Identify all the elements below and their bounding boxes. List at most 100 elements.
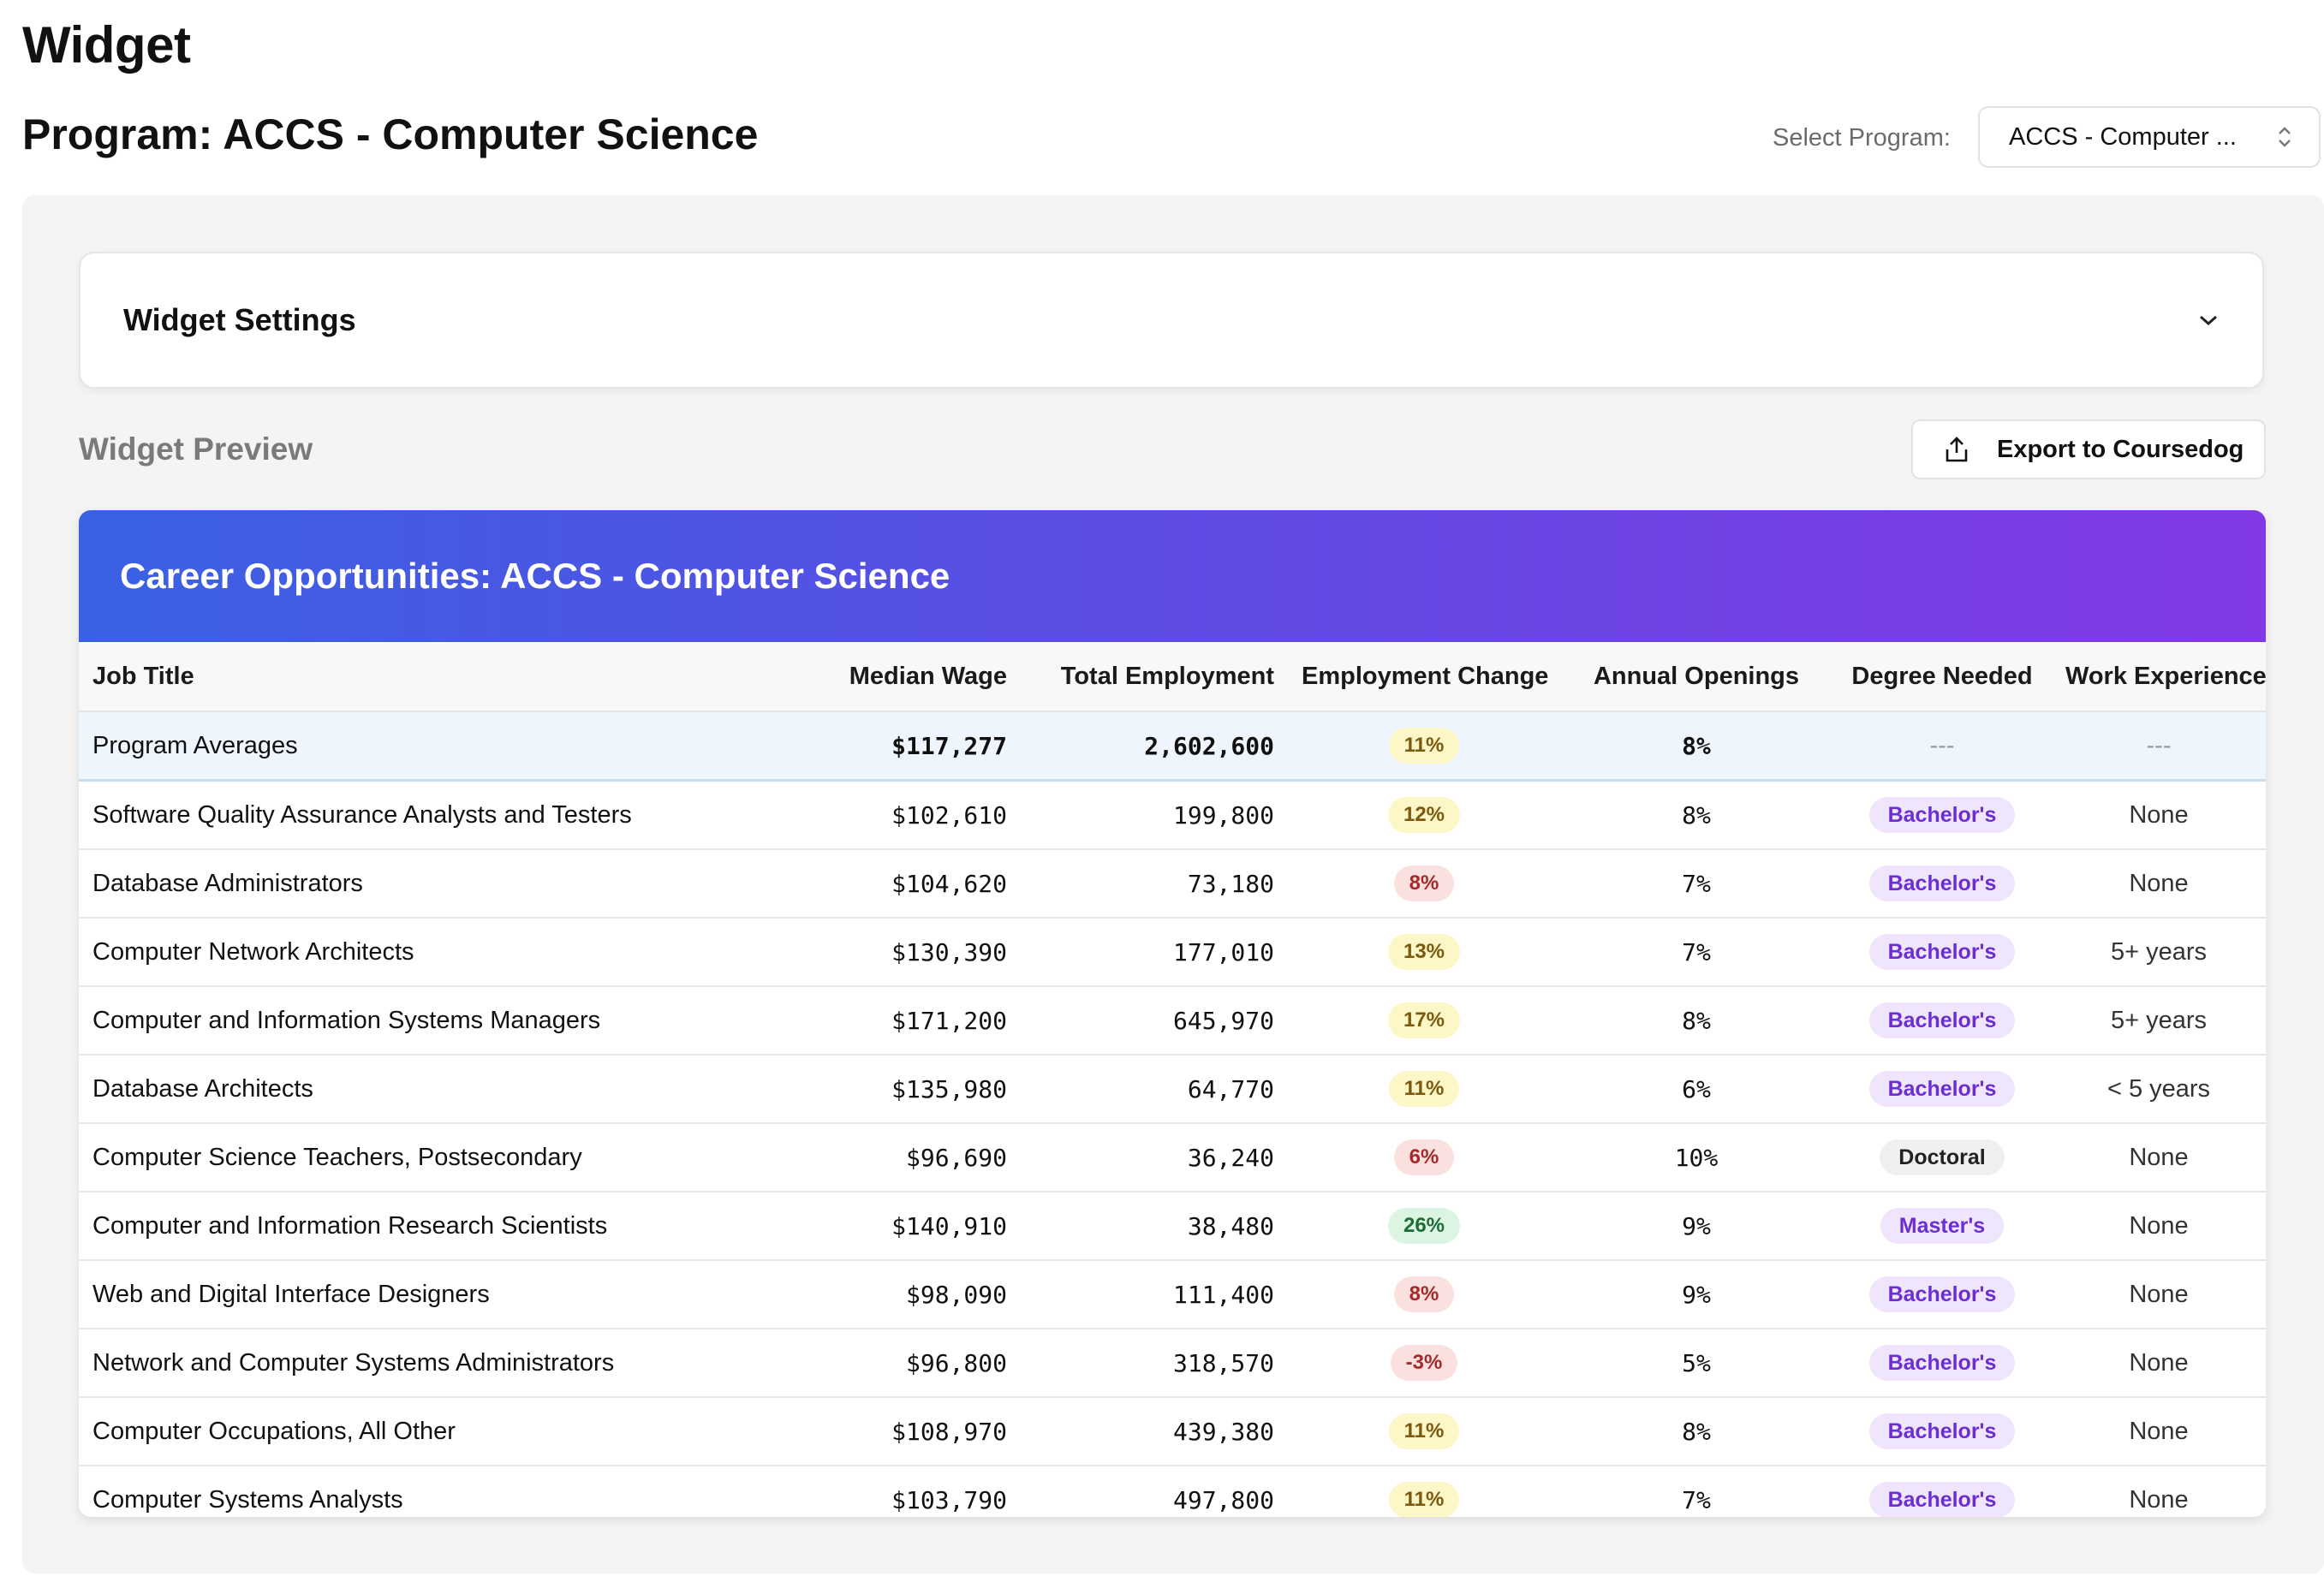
median-wage: $108,970	[807, 1397, 1021, 1466]
total-employment: 38,480	[1021, 1192, 1288, 1261]
annual-openings: 6%	[1560, 1055, 1832, 1124]
widget-settings-label: Widget Settings	[123, 302, 356, 337]
table-header-row: Job Title Median Wage Total Employment E…	[79, 642, 2266, 712]
annual-openings: 8%	[1560, 986, 1832, 1056]
degree-badge: Bachelor's	[1868, 1071, 2016, 1107]
degree-cell: Bachelor's	[1832, 1329, 2052, 1398]
averages-employment: 2,602,600	[1021, 711, 1288, 782]
degree-cell: Bachelor's	[1832, 1055, 2052, 1124]
degree-badge: Bachelor's	[1868, 797, 2016, 833]
career-widget: Career Opportunities: ACCS - Computer Sc…	[79, 510, 2266, 1517]
widget-title: Career Opportunities: ACCS - Computer Sc…	[120, 556, 950, 596]
table-row: Database Architects $135,980 64,770 11% 6% Ba…	[79, 1055, 2266, 1124]
median-wage: $96,690	[807, 1123, 1021, 1192]
averages-change-cell: 11%	[1288, 711, 1560, 782]
program-averages-row: Program Averages $117,277 2,602,600 11% …	[79, 711, 2266, 782]
work-experience: None	[2052, 1397, 2266, 1466]
employment-change-cell: 8%	[1288, 1260, 1560, 1329]
job-title: Computer and Information Research Scient…	[79, 1192, 807, 1261]
median-wage: $102,610	[807, 780, 1021, 850]
degree-badge: Bachelor's	[1868, 1276, 2016, 1312]
program-title: Program: ACCS - Computer Science	[22, 110, 759, 158]
employment-change-badge: 6%	[1393, 1139, 1455, 1175]
degree-badge: Bachelor's	[1868, 934, 2016, 970]
averages-change-badge: 11%	[1388, 728, 1460, 764]
averages-experience: ---	[2052, 711, 2266, 782]
degree-badge: Master's	[1880, 1208, 2005, 1244]
column-header-job-title[interactable]: Job Title	[79, 642, 807, 712]
total-employment: 439,380	[1021, 1397, 1288, 1466]
degree-badge: Bachelor's	[1868, 1482, 2016, 1517]
degree-badge: Doctoral	[1880, 1139, 2005, 1175]
table-row: Computer Occupations, All Other $108,970 4…	[79, 1397, 2266, 1466]
table-row: Computer Systems Analysts $103,790 497,800…	[79, 1466, 2266, 1517]
widget-settings-accordion[interactable]: Widget Settings	[79, 252, 2264, 389]
annual-openings: 8%	[1560, 1397, 1832, 1466]
annual-openings: 7%	[1560, 849, 1832, 919]
export-button[interactable]: Export to Coursedog	[1911, 419, 2266, 479]
total-employment: 497,800	[1021, 1466, 1288, 1517]
work-experience: None	[2052, 1466, 2266, 1517]
employment-change-cell: 11%	[1288, 1466, 1560, 1517]
table-row: Computer and Information Research Scient…	[79, 1192, 2266, 1261]
work-experience: None	[2052, 1260, 2266, 1329]
annual-openings: 8%	[1560, 780, 1832, 850]
median-wage: $96,800	[807, 1329, 1021, 1398]
degree-cell: Bachelor's	[1832, 918, 2052, 987]
degree-cell: Bachelor's	[1832, 1397, 2052, 1466]
widget-panel: Widget Settings Widget Preview Export to…	[22, 195, 2324, 1573]
degree-cell: Doctoral	[1832, 1123, 2052, 1192]
averages-title: Program Averages	[79, 711, 807, 782]
column-header-employment-change[interactable]: Employment Change	[1288, 642, 1560, 712]
column-header-annual-openings[interactable]: Annual Openings	[1560, 642, 1832, 712]
table-row: Computer Science Teachers, Postsecondary…	[79, 1123, 2266, 1192]
job-title: Software Quality Assurance Analysts and …	[79, 780, 807, 850]
column-header-total-employment[interactable]: Total Employment	[1021, 642, 1288, 712]
total-employment: 111,400	[1021, 1260, 1288, 1329]
page-title: Widget	[22, 16, 191, 74]
column-header-degree-needed[interactable]: Degree Needed	[1832, 642, 2052, 712]
job-title: Database Architects	[79, 1055, 807, 1124]
median-wage: $140,910	[807, 1192, 1021, 1261]
program-select[interactable]: ACCS - Computer ...	[1978, 106, 2321, 168]
degree-badge: Bachelor's	[1868, 865, 2016, 901]
job-title: Computer Systems Analysts	[79, 1466, 807, 1517]
employment-change-badge: 13%	[1387, 934, 1461, 970]
averages-wage: $117,277	[807, 711, 1021, 782]
job-title: Network and Computer Systems Administrat…	[79, 1329, 807, 1398]
export-button-label: Export to Coursedog	[1997, 435, 2244, 463]
total-employment: 199,800	[1021, 780, 1288, 850]
employment-change-badge: 8%	[1393, 865, 1455, 901]
total-employment: 645,970	[1021, 986, 1288, 1056]
job-title: Web and Digital Interface Designers	[79, 1260, 807, 1329]
program-select-value: ACCS - Computer ...	[2009, 122, 2237, 151]
median-wage: $103,790	[807, 1466, 1021, 1517]
work-experience: 5+ years	[2052, 918, 2266, 987]
widget-header: Career Opportunities: ACCS - Computer Sc…	[79, 510, 2266, 642]
chevron-down-icon[interactable]	[2197, 306, 2220, 335]
degree-cell: Bachelor's	[1832, 780, 2052, 850]
employment-change-badge: 11%	[1388, 1413, 1460, 1449]
column-header-median-wage[interactable]: Median Wage	[807, 642, 1021, 712]
degree-cell: Master's	[1832, 1192, 2052, 1261]
work-experience: None	[2052, 1192, 2266, 1261]
employment-change-cell: 6%	[1288, 1123, 1560, 1192]
degree-cell: Bachelor's	[1832, 1466, 2052, 1517]
total-employment: 177,010	[1021, 918, 1288, 987]
job-title: Computer Occupations, All Other	[79, 1397, 807, 1466]
degree-cell: Bachelor's	[1832, 986, 2052, 1056]
total-employment: 73,180	[1021, 849, 1288, 919]
employment-change-cell: 11%	[1288, 1397, 1560, 1466]
median-wage: $98,090	[807, 1260, 1021, 1329]
work-experience: None	[2052, 780, 2266, 850]
job-title: Database Administrators	[79, 849, 807, 919]
column-header-work-experience[interactable]: Work Experience	[2052, 642, 2266, 712]
annual-openings: 7%	[1560, 1466, 1832, 1517]
job-title: Computer and Information Systems Manager…	[79, 986, 807, 1056]
annual-openings: 9%	[1560, 1260, 1832, 1329]
employment-change-cell: 13%	[1288, 918, 1560, 987]
employment-change-cell: 26%	[1288, 1192, 1560, 1261]
chevron-up-down-icon	[2276, 124, 2293, 150]
degree-cell: Bachelor's	[1832, 849, 2052, 919]
median-wage: $135,980	[807, 1055, 1021, 1124]
